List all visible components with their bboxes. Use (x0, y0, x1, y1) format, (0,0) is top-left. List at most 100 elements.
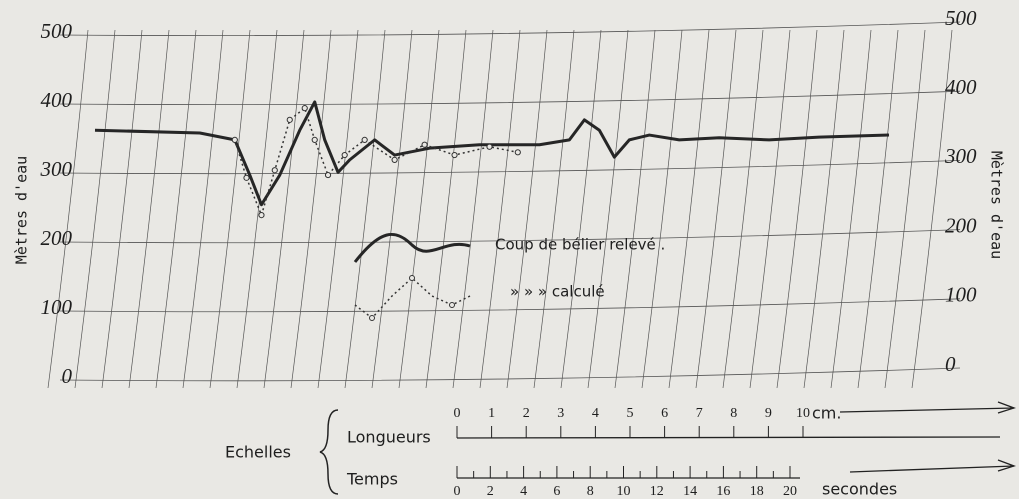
paper-rule (74, 29, 116, 389)
scale-tick-label: 6 (553, 484, 560, 499)
paper-rule (506, 29, 548, 389)
scale-tick-label: 1 (488, 406, 495, 421)
point (514, 149, 521, 156)
scale-tick-label: 4 (592, 406, 599, 421)
paper-rule (857, 29, 899, 389)
scale-tick-label: 2 (523, 406, 530, 421)
legend-sample-dotted (354, 275, 471, 321)
y2-tick-label: 0 (945, 352, 956, 376)
grid-line (59, 160, 961, 175)
y-axis-label: Mètres d'eau (13, 156, 31, 264)
paper-rule (587, 29, 629, 389)
point (301, 105, 308, 112)
y2-tick-label: 500 (945, 6, 977, 30)
y-tick-label: 400 (41, 88, 73, 112)
y2-tick-label: 200 (945, 213, 977, 237)
paper-rule (614, 29, 656, 389)
point (258, 211, 265, 219)
paper-rule (722, 29, 764, 389)
paper-rule (425, 29, 467, 389)
paper-rule (317, 29, 359, 389)
scale-tick-label: 10 (796, 406, 810, 421)
paper-rule (263, 29, 305, 389)
brace (319, 409, 339, 495)
y-tick-label: 200 (41, 226, 73, 250)
paper-rule (47, 29, 89, 389)
scale-tick-label: 20 (783, 484, 797, 499)
point (271, 167, 278, 174)
point (231, 136, 238, 143)
scale-tick-label: 10 (617, 484, 631, 499)
paper-rule (371, 29, 413, 389)
scale-tick-label: 8 (587, 484, 594, 499)
y2-tick-label: 100 (945, 283, 977, 307)
paper-rule (290, 29, 332, 389)
scale-tick-label: 7 (696, 406, 703, 421)
scales-title: Echelles (225, 443, 291, 462)
point (341, 151, 348, 159)
legend-label: » » » calculé (510, 283, 605, 301)
y2-axis-label: Mètres d'eau (988, 151, 1006, 259)
paper-rule (155, 29, 197, 389)
paper-rule (452, 29, 494, 389)
grid-line (59, 367, 961, 382)
paper-rule (236, 29, 278, 389)
y2-tick-label: 300 (944, 144, 977, 168)
scale-tick-label: 9 (765, 406, 772, 421)
paper-rule (209, 29, 251, 389)
scale-tick-label: 5 (627, 406, 634, 421)
scale-tick-label: 18 (750, 484, 764, 499)
scale-tick-label: 14 (683, 484, 697, 499)
scale-bar (456, 436, 1001, 439)
paper-rule (560, 29, 602, 389)
point (243, 174, 250, 181)
scale-tick-label: 8 (730, 406, 737, 421)
legend-label: Coup de bélier relevé . (495, 236, 665, 254)
scale-label: Longueurs (347, 428, 431, 447)
grid-line (59, 90, 961, 106)
paper-rule (803, 29, 845, 389)
paper-rule (668, 29, 710, 389)
paper-rule (749, 29, 791, 389)
scale-tick-label: 0 (454, 406, 461, 421)
point (361, 136, 368, 143)
arrows (839, 401, 1017, 473)
paper-rule (911, 29, 953, 389)
point (486, 143, 493, 150)
paper-rule (128, 29, 170, 389)
y-tick-label: 300 (40, 157, 73, 181)
paper-rule (776, 29, 818, 389)
paper-rule (884, 29, 926, 389)
scale-tick-label: 12 (650, 484, 664, 499)
scale-unit: secondes (822, 480, 897, 499)
point (451, 151, 458, 159)
point (391, 156, 398, 163)
scale-tick-label: 2 (487, 484, 494, 499)
point (286, 116, 293, 123)
scale-tick-label: 16 (716, 484, 730, 499)
series-line (234, 107, 518, 216)
point (421, 141, 428, 148)
paper-rule (641, 29, 683, 389)
paper-rule (533, 29, 575, 389)
scale-label: Temps (346, 470, 398, 489)
paper-rules (47, 21, 961, 389)
point (311, 136, 318, 143)
point (324, 171, 332, 179)
y2-tick-label: 400 (945, 75, 977, 99)
paper-rule (695, 29, 737, 389)
scale-tick-label: 4 (520, 484, 527, 499)
y-tick-label: 500 (41, 19, 73, 43)
legend-sample-solid (353, 233, 471, 263)
paper-rule (101, 29, 143, 389)
paper-rule (398, 29, 440, 389)
paper-rule (830, 29, 872, 389)
y-tick-label: 100 (41, 295, 73, 319)
scale-tick-label: 3 (557, 406, 564, 421)
paper-rule (344, 29, 386, 389)
grid-line (59, 229, 961, 244)
scale-tick-label: 0 (454, 484, 461, 499)
grid-line (59, 21, 961, 37)
